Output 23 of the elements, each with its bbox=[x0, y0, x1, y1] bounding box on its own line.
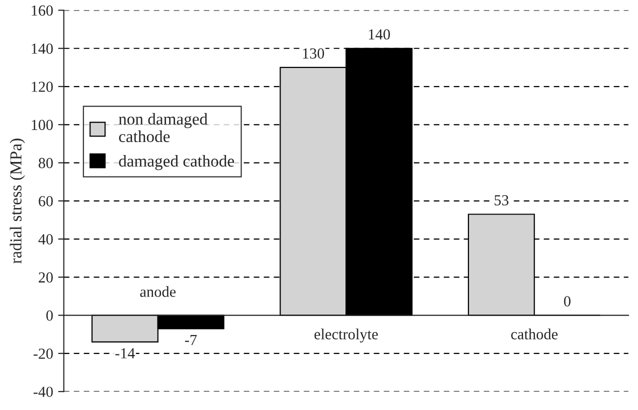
y-tick-label: 100 bbox=[32, 120, 53, 130]
y-tick-label: -20 bbox=[34, 348, 53, 359]
y-tick-label: 140 bbox=[32, 44, 53, 54]
legend-label: damaged cathode bbox=[119, 154, 234, 170]
x-tick-label: anode bbox=[140, 286, 176, 297]
data-label: 53 bbox=[494, 195, 508, 206]
y-tick-label: 0 bbox=[46, 310, 53, 321]
data-label: -14 bbox=[115, 348, 135, 358]
y-tick-label: -40 bbox=[34, 386, 53, 397]
y-tick-label: 20 bbox=[38, 272, 53, 283]
data-label: -7 bbox=[185, 334, 197, 345]
data-label: 0 bbox=[564, 296, 570, 306]
x-tick-label: cathode bbox=[511, 328, 558, 340]
data-label: 130 bbox=[303, 48, 324, 59]
y-tick-label: 80 bbox=[38, 158, 53, 168]
x-tick-label: electrolyte bbox=[314, 328, 378, 343]
legend-label: non damaged cathode bbox=[118, 112, 208, 142]
y-tick-label: 160 bbox=[32, 5, 53, 16]
data-label: 140 bbox=[368, 29, 390, 40]
y-axis-title: radial stress (MPa) bbox=[10, 138, 25, 264]
y-tick-label: 120 bbox=[32, 82, 53, 92]
y-tick-label: 60 bbox=[38, 196, 53, 206]
y-tick-label: 40 bbox=[38, 234, 53, 244]
